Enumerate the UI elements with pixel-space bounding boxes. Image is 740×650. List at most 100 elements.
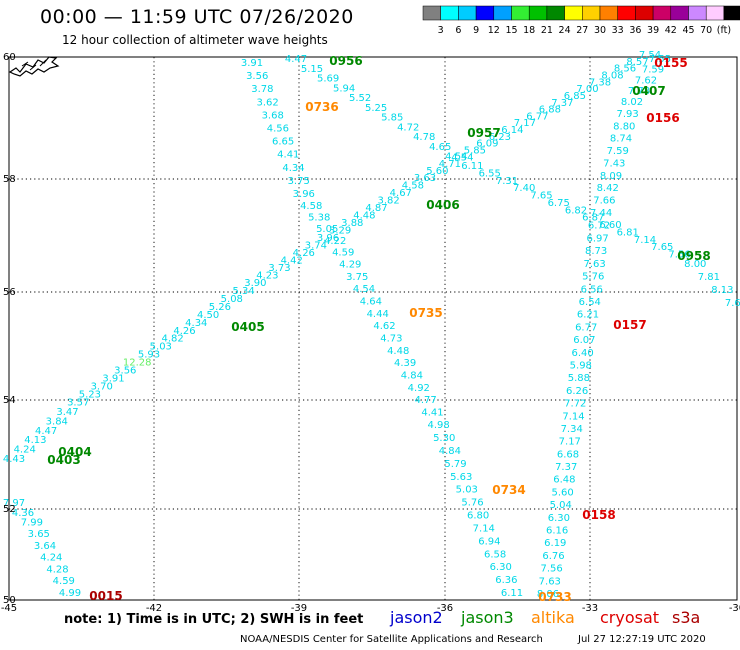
swh-value: 5.60	[551, 487, 573, 498]
swh-value: 5.85	[381, 113, 403, 124]
swh-value: 7.68	[725, 298, 740, 309]
swh-value: 4.84	[439, 446, 461, 457]
swh-value: 5.63	[450, 472, 472, 483]
swh-value: 7.56	[540, 564, 562, 575]
swh-value: 4.48	[353, 211, 375, 222]
swh-value: 3.75	[346, 272, 368, 283]
swh-value: 8.74	[610, 134, 632, 145]
swh-value: 6.75	[548, 198, 570, 209]
swh-value: 4.71	[439, 159, 461, 170]
swh-value: 5.79	[444, 459, 466, 470]
swh-value: 6.16	[546, 526, 568, 537]
swh-value: 4.34	[185, 318, 207, 329]
footer-note: note: 1) Time is in UTC; 2) SWH is in fe…	[64, 612, 364, 627]
scale-label: 21	[541, 25, 553, 36]
scale-label: 9	[473, 25, 479, 36]
swh-value: 4.84	[401, 371, 423, 382]
swh-value: 3.29	[329, 226, 351, 237]
pass-time-tag: 0735	[409, 306, 442, 320]
legend-jason2: jason2	[390, 608, 443, 627]
swh-value: 7.65	[530, 191, 552, 202]
swh-value: 4.87	[365, 203, 387, 214]
swh-value: 6.94	[478, 536, 500, 547]
scale-label: 30	[594, 25, 606, 36]
swh-value: 7.55	[649, 54, 671, 65]
swh-value: 7.14	[634, 235, 656, 246]
scale-swatch	[440, 5, 459, 21]
swh-value: 7.78	[628, 86, 650, 97]
swh-value: 8.09	[600, 171, 622, 182]
lat-tick-label: 56	[3, 287, 16, 298]
swh-value: 5.05	[316, 224, 338, 235]
swh-value: 7.00	[576, 84, 598, 95]
swh-value: 5.76	[582, 272, 604, 283]
pass-time-tag: 0958	[677, 249, 710, 263]
swh-value: 7.14	[473, 523, 495, 534]
swh-value: 6.97	[586, 233, 608, 244]
coastline-islands	[21, 59, 47, 71]
swh-value: 4.43	[3, 454, 25, 465]
swh-value: 8.02	[621, 97, 643, 108]
swh-value: 6.58	[484, 549, 506, 560]
map-border	[8, 56, 738, 601]
swh-value: 3.62	[256, 97, 278, 108]
swh-value: 5.60	[426, 166, 448, 177]
pass-time-tag: 0157	[613, 318, 646, 332]
swh-value: 4.39	[394, 358, 416, 369]
swh-value: 4.13	[24, 435, 46, 446]
swh-value: 6.09	[476, 139, 498, 150]
swh-value: 4.36	[12, 508, 34, 519]
swh-value: 4.92	[408, 383, 430, 394]
scale-swatch	[475, 5, 495, 21]
swh-value: 4.77	[414, 395, 436, 406]
swh-value: 7.54	[639, 50, 661, 61]
scale-label: 18	[523, 25, 535, 36]
swh-value: 5.34	[232, 286, 254, 297]
swh-value: 5.03	[150, 342, 172, 353]
pass-time-tag: 0956	[329, 54, 362, 68]
swh-value: 6.11	[501, 588, 523, 599]
swh-value: 3.75	[288, 176, 310, 187]
map-frame	[8, 56, 738, 601]
swh-value: 7.81	[698, 272, 720, 283]
swh-value: 3.78	[251, 84, 273, 95]
scale-label: 24	[559, 25, 571, 36]
lon-tick-label: -45	[1, 603, 17, 614]
legend-s3a: s3a	[672, 608, 701, 627]
lon-tick-label: -30	[729, 603, 740, 614]
pass-time-tag: 0736	[305, 100, 338, 114]
lat-tick-label: 52	[3, 504, 16, 515]
pass-time-tag: 0156	[646, 111, 679, 125]
lon-tick-label: -39	[291, 603, 307, 614]
lat-tick-label: 54	[3, 395, 16, 406]
swh-value: 6.80	[467, 511, 489, 522]
swh-value: 6.19	[544, 538, 566, 549]
scale-swatch	[617, 5, 636, 21]
swh-value: 5.08	[221, 294, 243, 305]
swh-value: 6.07	[573, 335, 595, 346]
swh-value: 8.56	[614, 64, 636, 75]
pass-time-tag: 0404	[58, 445, 91, 459]
swh-value: 4.99	[59, 588, 81, 599]
swh-value: 6.88	[539, 105, 561, 116]
legend-jason3: jason3	[461, 608, 514, 627]
swh-value: 4.24	[40, 553, 62, 564]
swh-value: 7.59	[607, 146, 629, 157]
swh-value: 8.00	[684, 259, 706, 270]
pass-time-tag: 0155	[654, 56, 687, 70]
swh-value: 4.59	[53, 576, 75, 587]
pass-time-tag: 0405	[231, 320, 264, 334]
pass-time-tag: 0015	[89, 589, 122, 603]
swh-value: 3.74	[305, 241, 327, 252]
swh-value: 6.54	[579, 297, 601, 308]
swh-value: 6.77	[526, 111, 548, 122]
lon-tick-label: -36	[437, 603, 453, 614]
scale-swatch	[635, 5, 654, 21]
swh-value: 5.76	[461, 498, 483, 509]
swh-value: 7.44	[590, 208, 612, 219]
color-scale: 3 6 9 12 15 18 21 24 27 30 33 36 39 42 45 70 (ft)	[422, 5, 740, 36]
scale-label: 36	[629, 25, 641, 36]
swh-value: 6.77	[575, 322, 597, 333]
